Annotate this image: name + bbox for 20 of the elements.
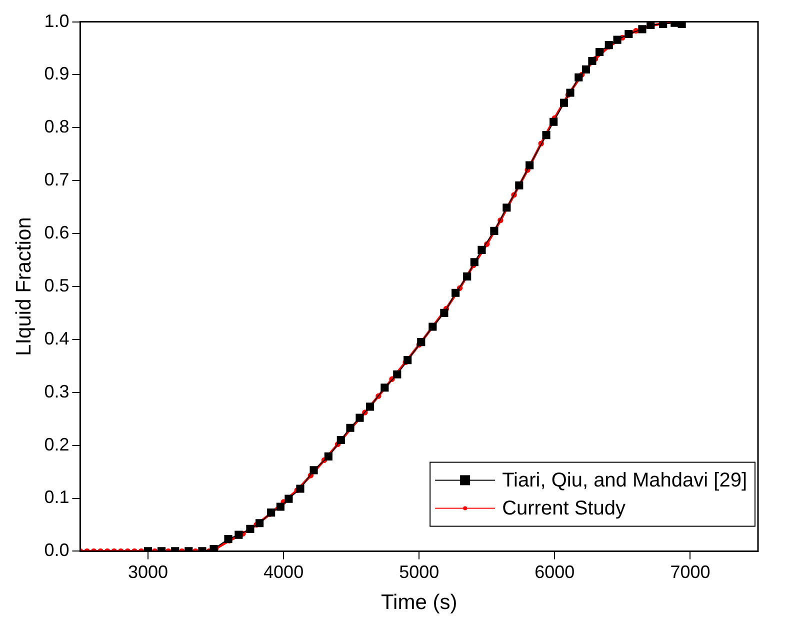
y-tick-label: 0.8: [44, 116, 70, 137]
y-tick-label: 0.9: [44, 64, 70, 84]
y-tick-label: 0.3: [44, 381, 70, 402]
y-tick-label: 0.2: [44, 434, 70, 454]
y-tick-label: 0.0: [44, 540, 70, 560]
x-tick-label: 6000: [534, 562, 575, 582]
x-tick-label: 5000: [399, 562, 440, 582]
y-axis-title: LIquid Fraction: [12, 217, 36, 356]
y-tick-label: 0.4: [44, 328, 70, 348]
y-tick-label: 1.0: [44, 10, 70, 31]
y-tick-label: 0.6: [44, 222, 70, 243]
x-tick-label: 4000: [264, 562, 304, 582]
legend-label: Current Study: [502, 498, 626, 520]
y-tick-label: 0.1: [44, 487, 70, 508]
x-tick-label: 7000: [670, 562, 710, 582]
y-tick-label: 0.5: [44, 275, 70, 296]
y-tick-label: 0.7: [44, 170, 70, 190]
legend-label: Tiari, Qiu, and Mahdavi [29]: [502, 470, 748, 492]
x-axis-title: Time (s): [381, 591, 458, 614]
x-tick-label: 3000: [128, 562, 168, 582]
